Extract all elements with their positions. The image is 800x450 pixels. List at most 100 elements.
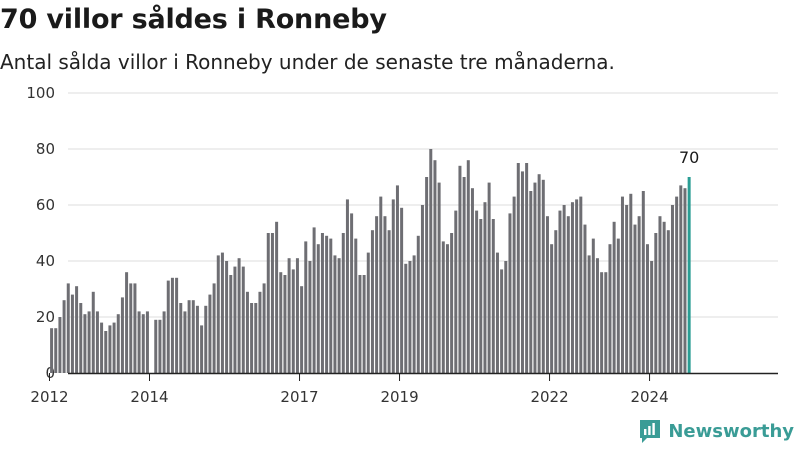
bar bbox=[587, 255, 591, 373]
bar bbox=[170, 277, 174, 373]
bar bbox=[241, 266, 245, 373]
bar bbox=[570, 202, 574, 373]
bar bbox=[445, 244, 449, 373]
bar bbox=[379, 196, 383, 373]
bar bbox=[120, 297, 124, 373]
bar bbox=[500, 269, 504, 373]
bar bbox=[537, 174, 541, 373]
bar bbox=[483, 202, 487, 373]
bar bbox=[450, 233, 454, 373]
bar bbox=[441, 241, 445, 373]
bar bbox=[408, 261, 412, 373]
bar bbox=[554, 230, 558, 373]
bar bbox=[95, 311, 99, 373]
bar bbox=[662, 221, 666, 373]
x-axis: 2012 2014 2017 2019 2022 2024 bbox=[30, 372, 778, 406]
bar bbox=[633, 224, 637, 373]
bar bbox=[316, 244, 320, 373]
bar bbox=[258, 291, 262, 373]
bar bbox=[158, 319, 162, 373]
bar bbox=[220, 252, 224, 373]
bar bbox=[529, 191, 533, 373]
bar bbox=[637, 216, 641, 373]
brand-name: Newsworthy bbox=[668, 420, 794, 442]
bar bbox=[375, 216, 379, 373]
bar bbox=[333, 255, 337, 373]
brand-logo: Newsworthy bbox=[638, 418, 794, 444]
bar bbox=[454, 210, 458, 373]
bar bbox=[466, 160, 470, 373]
bar bbox=[383, 216, 387, 373]
bar bbox=[204, 305, 208, 373]
y-tick-label: 20 bbox=[36, 308, 55, 326]
bar bbox=[629, 193, 633, 373]
bar bbox=[420, 205, 424, 373]
bar bbox=[558, 210, 562, 373]
bar bbox=[195, 305, 199, 373]
bar bbox=[145, 311, 149, 373]
bar bbox=[654, 233, 658, 373]
bar bbox=[345, 199, 349, 373]
bar bbox=[183, 311, 187, 373]
bar bbox=[533, 182, 537, 373]
bar bbox=[520, 171, 524, 373]
bar bbox=[275, 221, 279, 373]
bar bbox=[595, 258, 599, 373]
bar bbox=[683, 188, 687, 373]
bar bbox=[354, 238, 358, 373]
y-tick-label: 80 bbox=[36, 140, 55, 158]
bar bbox=[604, 272, 608, 373]
bar bbox=[525, 163, 529, 373]
bar bbox=[191, 300, 195, 373]
bar bbox=[175, 277, 179, 373]
bar bbox=[625, 205, 629, 373]
bar bbox=[641, 191, 645, 373]
bar bbox=[658, 216, 662, 373]
bar bbox=[162, 311, 166, 373]
bar bbox=[154, 319, 158, 373]
bar bbox=[79, 303, 83, 373]
bars bbox=[50, 149, 691, 373]
bar bbox=[325, 235, 329, 373]
bar bbox=[295, 258, 299, 373]
bar bbox=[620, 196, 624, 373]
bar bbox=[504, 261, 508, 373]
chart-title: 70 villor såldes i Ronneby bbox=[0, 4, 387, 35]
bar bbox=[116, 314, 120, 373]
bar bbox=[70, 294, 74, 373]
bar bbox=[304, 241, 308, 373]
bar bbox=[608, 244, 612, 373]
bar bbox=[404, 263, 408, 373]
bar bbox=[670, 205, 674, 373]
bar bbox=[66, 283, 70, 373]
bar bbox=[233, 266, 237, 373]
bar bbox=[100, 322, 104, 373]
bar bbox=[579, 196, 583, 373]
bar bbox=[487, 182, 491, 373]
bar bbox=[562, 205, 566, 373]
annotations: 70 bbox=[679, 148, 699, 167]
bar bbox=[479, 219, 483, 373]
bar bbox=[358, 275, 362, 373]
bar bbox=[237, 258, 241, 373]
y-tick-label: 40 bbox=[36, 252, 55, 270]
bar bbox=[54, 328, 58, 373]
bar bbox=[166, 280, 170, 373]
bar bbox=[112, 322, 116, 373]
bar bbox=[287, 258, 291, 373]
x-tick-label: 2012 bbox=[30, 388, 68, 406]
bar bbox=[512, 196, 516, 373]
x-tick-label: 2019 bbox=[380, 388, 418, 406]
bar bbox=[266, 233, 270, 373]
bar bbox=[225, 261, 229, 373]
bar bbox=[475, 210, 479, 373]
bar bbox=[104, 331, 108, 373]
bar bbox=[279, 272, 283, 373]
x-tick-label: 2014 bbox=[130, 388, 168, 406]
bar bbox=[425, 177, 429, 373]
bar bbox=[200, 325, 204, 373]
bar bbox=[254, 303, 258, 373]
x-tick-label: 2024 bbox=[630, 388, 668, 406]
bar bbox=[83, 314, 87, 373]
